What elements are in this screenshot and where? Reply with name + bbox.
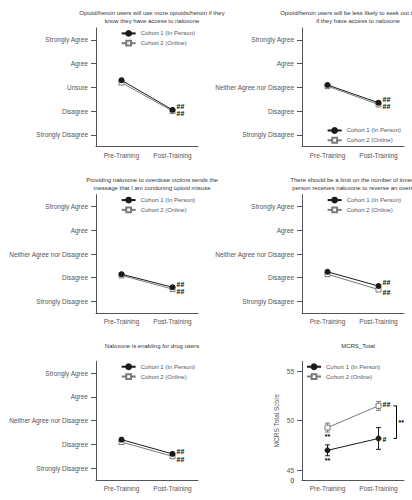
svg-text:Disagree: Disagree [268,108,294,116]
svg-text:know they have access to nalox: know they have access to naloxone [105,18,200,24]
svg-text:Post-Training: Post-Training [153,152,192,160]
svg-text:Post-Training: Post-Training [153,485,192,493]
svg-text:Disagree: Disagree [268,274,294,282]
svg-text:##: ## [383,279,391,286]
svg-text:55: 55 [287,368,295,375]
svg-text:Strongly Disagree: Strongly Disagree [36,131,88,139]
svg-text:Strongly Disagree: Strongly Disagree [242,131,294,139]
svg-text:##: ## [383,96,391,103]
svg-text:Post-Training: Post-Training [153,318,192,326]
svg-text:Strongly Agree: Strongly Agree [45,36,88,44]
svg-text:MCRS Total Score: MCRS Total Score [273,394,280,448]
svg-text:##: ## [177,288,185,295]
svg-text:Cohort 2 (Online): Cohort 2 (Online) [141,40,187,46]
svg-text:Cohort 1 (In Person): Cohort 1 (In Person) [141,364,195,370]
svg-text:Opioid/heroin users will be le: Opioid/heroin users will be less likely … [280,10,412,16]
svg-text:Cohort 1 (In Person): Cohort 1 (In Person) [141,30,195,36]
svg-text:Agree: Agree [71,60,89,68]
svg-text:Naloxone is enabling for drug: Naloxone is enabling for drug users [105,343,199,349]
svg-text:Unsure: Unsure [67,84,88,91]
svg-text:##: ## [177,448,185,455]
svg-text:#: # [383,436,387,443]
svg-text:message that I am condoning op: message that I am condoning opioid misus… [93,185,211,191]
svg-text:if they have access to naloxon: if they have access to naloxone [316,18,400,24]
svg-text:Opioid/heroin users will use m: Opioid/heroin users will use more opioid… [79,10,224,16]
svg-text:Pre-Training: Pre-Training [104,318,140,326]
svg-text:Agree: Agree [277,60,295,68]
svg-text:Cohort 2 (Online): Cohort 2 (Online) [347,137,393,143]
svg-text:**: ** [325,433,331,440]
svg-text:##: ## [383,289,391,296]
svg-text:##: ## [383,401,391,408]
svg-text:Cohort 1 (In Person): Cohort 1 (In Person) [326,364,380,370]
svg-text:**: ** [325,457,331,464]
svg-text:Post-Training: Post-Training [359,485,398,493]
svg-text:Post-Training: Post-Training [359,318,398,326]
svg-text:MCRS_Total: MCRS_Total [341,343,375,349]
svg-text:Agree: Agree [71,227,89,235]
svg-text:45: 45 [287,467,295,474]
svg-text:Cohort 2 (Online): Cohort 2 (Online) [141,374,187,380]
svg-text:##: ## [177,456,185,463]
svg-text:Providing naloxone to overdose: Providing naloxone to overdose victims s… [86,177,218,183]
svg-text:##: ## [383,103,391,110]
svg-text:Cohort 2 (Online): Cohort 2 (Online) [347,207,393,213]
svg-text:Agree: Agree [277,227,295,235]
svg-text:Cohort 1 (In Person): Cohort 1 (In Person) [347,127,401,133]
svg-text:Pre-Training: Pre-Training [310,318,346,326]
svg-text:Pre-Training: Pre-Training [104,152,140,160]
svg-text:Cohort 2 (Online): Cohort 2 (Online) [326,374,372,380]
svg-text:Disagree: Disagree [62,108,88,116]
svg-text:Pre-Training: Pre-Training [310,485,346,493]
svg-text:Strongly Disagree: Strongly Disagree [36,465,88,473]
svg-text:Post-Training: Post-Training [359,152,398,160]
svg-text:Pre-Training: Pre-Training [310,152,346,160]
svg-text:Cohort 2 (Online): Cohort 2 (Online) [141,207,187,213]
svg-text:##: ## [177,281,185,288]
svg-text:Strongly Agree: Strongly Agree [251,36,294,44]
svg-text:Neither Agree nor Disagree: Neither Agree nor Disagree [215,251,294,259]
svg-text:Strongly Agree: Strongly Agree [45,370,88,378]
svg-text:50: 50 [287,417,295,424]
svg-text:Cohort 1 (In Person): Cohort 1 (In Person) [347,197,401,203]
svg-text:0: 0 [290,477,294,484]
svg-text:**: ** [399,419,405,426]
svg-text:Pre-Training: Pre-Training [104,485,140,493]
svg-text:Neither Agree nor Disagree: Neither Agree nor Disagree [215,84,294,92]
svg-text:##: ## [177,110,185,117]
svg-text:There should be a limit on the: There should be a limit on the number of… [290,177,412,183]
svg-text:person receives naloxone to re: person receives naloxone to reverse an o… [292,185,412,191]
svg-text:Cohort 1 (In Person): Cohort 1 (In Person) [141,197,195,203]
svg-text:Disagree: Disagree [62,274,88,282]
svg-text:Strongly Disagree: Strongly Disagree [36,298,88,306]
svg-text:Strongly Disagree: Strongly Disagree [242,298,294,306]
svg-text:##: ## [177,103,185,110]
svg-text:Strongly Agree: Strongly Agree [45,203,88,211]
svg-text:Neither Agree nor Disagree: Neither Agree nor Disagree [9,417,88,425]
svg-text:Disagree: Disagree [62,441,88,449]
svg-text:Agree: Agree [71,393,89,401]
svg-text:Neither Agree nor Disagree: Neither Agree nor Disagree [9,251,88,259]
svg-text:Strongly Agree: Strongly Agree [251,203,294,211]
